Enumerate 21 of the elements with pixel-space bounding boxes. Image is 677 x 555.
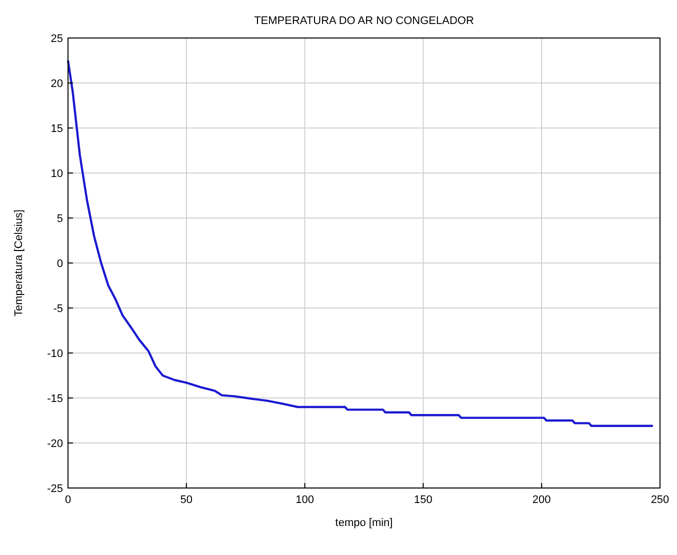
y-tick-label: 10 xyxy=(50,168,63,180)
y-tick-label: 25 xyxy=(50,33,63,45)
y-tick-label: -15 xyxy=(47,393,63,405)
x-tick-label: 0 xyxy=(64,494,72,506)
y-tick-label: 15 xyxy=(50,123,63,135)
y-tick-label: 0 xyxy=(56,258,63,270)
x-tick-label: 200 xyxy=(532,494,551,506)
x-tick-label: 250 xyxy=(650,494,670,506)
x-tick-label: 150 xyxy=(414,494,432,506)
x-tick-label: 50 xyxy=(180,494,193,506)
chart-title: TEMPERATURA DO AR NO CONGELADOR xyxy=(254,15,474,27)
y-tick-label: 5 xyxy=(56,213,63,225)
y-tick-label: -25 xyxy=(47,483,63,495)
y-tick-label: -20 xyxy=(47,438,63,450)
x-axis-title: tempo [min] xyxy=(335,517,393,529)
y-tick-label: -5 xyxy=(53,303,63,315)
y-axis-title: Temperatura [Celsius] xyxy=(13,210,25,316)
y-tick-label: 20 xyxy=(50,78,63,90)
line-series xyxy=(66,59,654,427)
y-tick-label: -10 xyxy=(47,348,63,360)
x-tick-label: 100 xyxy=(296,494,314,506)
